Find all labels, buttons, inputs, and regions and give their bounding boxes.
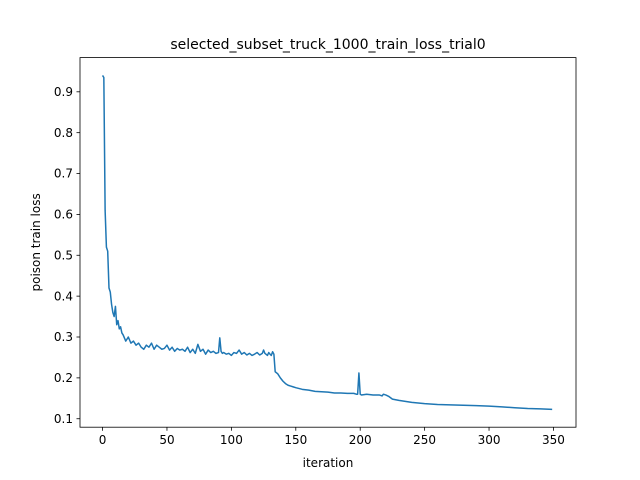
x-axis-label: iteration xyxy=(303,456,354,470)
y-tick-label: 0.6 xyxy=(54,208,73,222)
chart-title: selected_subset_truck_1000_train_loss_tr… xyxy=(170,37,485,53)
y-tick-label: 0.7 xyxy=(54,167,73,181)
plot-area xyxy=(101,75,553,411)
x-tick-label: 150 xyxy=(284,433,307,447)
y-tick-label: 0.3 xyxy=(54,330,73,344)
y-axis-label: poison train loss xyxy=(29,193,43,291)
x-tick-label: 250 xyxy=(413,433,436,447)
x-tick-label: 200 xyxy=(349,433,372,447)
x-tick-label: 0 xyxy=(99,433,107,447)
y-tick-label: 0.2 xyxy=(54,371,73,385)
x-tick-label: 50 xyxy=(159,433,174,447)
y-tick-label: 0.8 xyxy=(54,126,73,140)
y-tick-label: 0.5 xyxy=(54,248,73,262)
y-tick-label: 0.1 xyxy=(54,412,73,426)
x-axis: 0 50 100 150 200 250 300 350 xyxy=(99,427,565,447)
x-tick-label: 300 xyxy=(478,433,501,447)
y-tick-label: 0.9 xyxy=(54,85,73,99)
plot-frame xyxy=(79,57,577,428)
x-tick-label: 100 xyxy=(220,433,243,447)
x-tick-label: 350 xyxy=(542,433,565,447)
y-tick-label: 0.4 xyxy=(54,289,73,303)
series-line-0 xyxy=(101,75,553,411)
y-axis: 0.1 0.2 0.3 0.4 0.5 0.6 0.7 0.8 0.9 xyxy=(54,85,80,426)
